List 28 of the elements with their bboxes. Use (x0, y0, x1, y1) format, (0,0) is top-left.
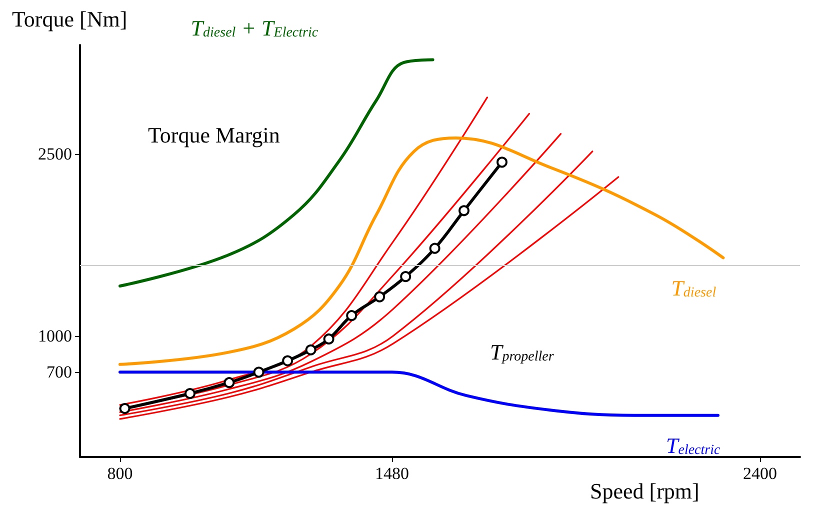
point (400, 271, 412, 282)
point (184, 388, 196, 399)
x-axis-title: Speed [rpm] (590, 478, 700, 504)
x-tick-label: 2400 (743, 464, 777, 483)
point (305, 344, 316, 356)
series-label: Telectric (666, 432, 721, 458)
point (346, 310, 358, 322)
point (253, 366, 264, 378)
x-tick-label: 1480 (375, 464, 409, 483)
text: Tpropeller (490, 340, 554, 365)
line-series (118, 370, 720, 417)
series-label: Tdiesel (671, 275, 716, 300)
point (224, 377, 235, 388)
point (374, 291, 386, 302)
y-tick-label: 1000 (38, 326, 72, 346)
y-axis-title: Torque [Nm] (12, 6, 128, 32)
point (282, 355, 294, 366)
point (323, 333, 334, 344)
point (429, 242, 440, 254)
line-series (118, 58, 434, 288)
y-tick-label: 2500 (38, 144, 72, 164)
x-tick-label: 800 (107, 464, 133, 483)
point (458, 205, 470, 216)
y-tick-label: 700 (46, 362, 72, 382)
point (119, 403, 130, 414)
annotation: Torque Margin (148, 122, 280, 148)
point (496, 156, 508, 168)
text: Tdiesel + TElectric (190, 15, 319, 40)
